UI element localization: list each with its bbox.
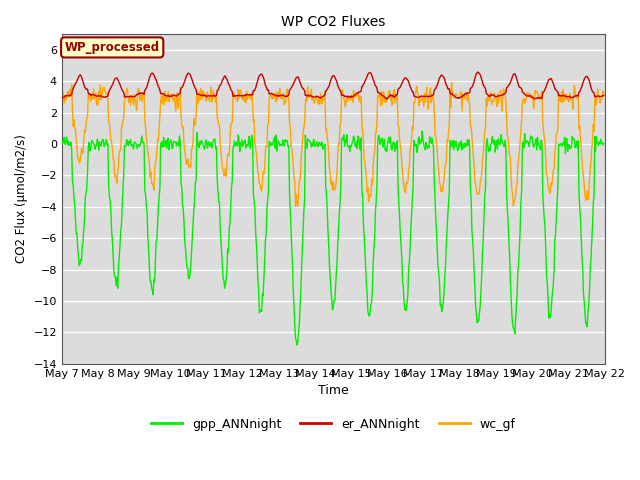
wc_gf [58,91,66,97]
Title: WP CO2 Fluxes: WP CO2 Fluxes [281,15,385,29]
er_ANNnight [383,96,390,102]
X-axis label: Time: Time [318,384,349,397]
er_ANNnight [179,84,186,89]
gpp_ANNnight [179,202,186,207]
er_ANNnight [474,69,482,75]
wc_gf [415,103,423,108]
wc_gf [68,82,76,88]
gpp_ANNnight [124,139,131,145]
wc_gf [399,178,407,184]
wc_gf [448,79,456,85]
er_ANNnight [124,94,131,99]
wc_gf [124,87,131,93]
wc_gf [207,84,215,90]
gpp_ANNnight [68,148,76,154]
Legend: gpp_ANNnight, er_ANNnight, wc_gf: gpp_ANNnight, er_ANNnight, wc_gf [146,413,521,436]
er_ANNnight [600,93,607,98]
Line: er_ANNnight: er_ANNnight [62,72,604,99]
gpp_ANNnight [293,342,301,348]
Line: gpp_ANNnight: gpp_ANNnight [62,131,604,345]
Line: wc_gf: wc_gf [62,82,604,206]
Text: WP_processed: WP_processed [65,41,160,54]
gpp_ANNnight [419,128,426,134]
wc_gf [600,92,607,97]
er_ANNnight [207,93,215,98]
er_ANNnight [68,92,76,97]
gpp_ANNnight [207,140,215,146]
wc_gf [292,204,300,209]
gpp_ANNnight [600,141,607,146]
gpp_ANNnight [399,285,407,291]
gpp_ANNnight [58,139,66,144]
Y-axis label: CO2 Flux (μmol/m2/s): CO2 Flux (μmol/m2/s) [15,134,28,264]
er_ANNnight [399,77,407,83]
gpp_ANNnight [415,134,423,140]
wc_gf [179,125,186,131]
er_ANNnight [58,96,66,101]
er_ANNnight [415,94,423,100]
